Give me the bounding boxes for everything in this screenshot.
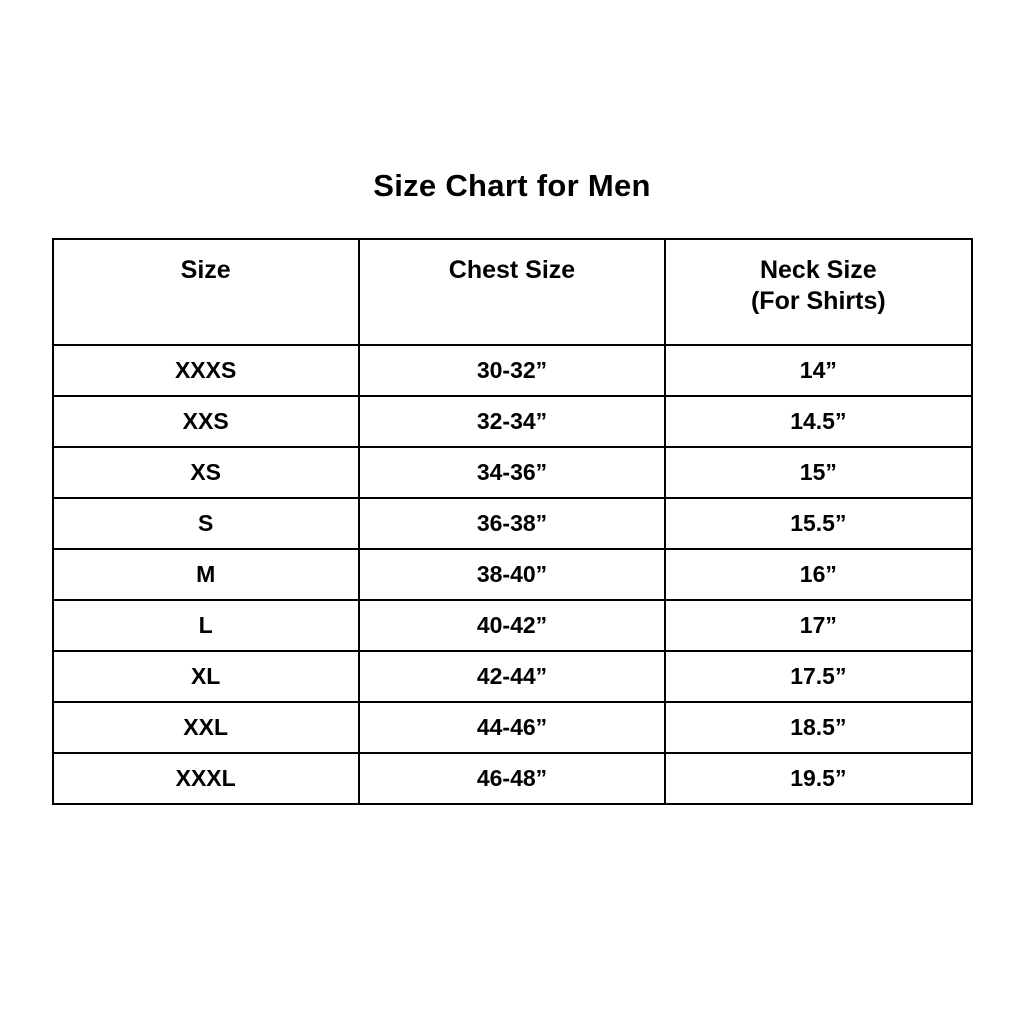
cell-neck: 14.5” [664,395,973,448]
cell-chest: 30-32” [357,344,667,397]
cell-chest: 40-42” [357,599,667,652]
header-size-label: Size [180,256,231,284]
cell-size: M [51,548,360,601]
cell-size: S [51,497,360,550]
header-chest-size-label: Chest Size [448,256,576,284]
cell-neck: 14” [664,344,973,397]
cell-size: XXS [51,395,360,448]
table-row: L 40-42” 17” [51,599,973,652]
cell-neck: 17.5” [664,650,973,703]
table-row: XXL 44-46” 18.5” [51,701,973,754]
cell-chest: 46-48” [357,752,667,805]
cell-neck: 16” [664,548,973,601]
cell-neck: 18.5” [664,701,973,754]
size-chart-table: Size Chest Size Neck Size (For Shirts) X… [51,238,973,805]
cell-chest: 42-44” [357,650,667,703]
cell-size: XXXS [51,344,360,397]
cell-neck: 17” [664,599,973,652]
cell-chest: 44-46” [357,701,667,754]
cell-chest: 36-38” [357,497,667,550]
cell-chest: 34-36” [357,446,667,499]
cell-size: XL [51,650,360,703]
cell-size: XXL [51,701,360,754]
cell-size: XS [51,446,360,499]
cell-neck: 15.5” [664,497,973,550]
table-row: S 36-38” 15.5” [51,497,973,550]
table-row: XL 42-44” 17.5” [51,650,973,703]
table-body: XXXS 30-32” 14” XXS 32-34” 14.5” XS 34-3… [51,344,973,805]
page-title: Size Chart for Men [373,168,651,203]
cell-chest: 38-40” [357,548,667,601]
table-row: XS 34-36” 15” [51,446,973,499]
header-neck-size-sublabel: (For Shirts) [750,287,886,315]
table-header-row: Size Chest Size Neck Size (For Shirts) [51,238,973,346]
table-row: XXXS 30-32” 14” [51,344,973,397]
cell-size: XXXL [51,752,360,805]
header-chest-size: Chest Size [357,238,667,346]
cell-neck: 15” [664,446,973,499]
table-row: M 38-40” 16” [51,548,973,601]
cell-size: L [51,599,360,652]
table-row: XXXL 46-48” 19.5” [51,752,973,805]
table-row: XXS 32-34” 14.5” [51,395,973,448]
header-size: Size [51,238,360,346]
cell-neck: 19.5” [664,752,973,805]
header-neck-size-label: Neck Size [759,256,877,284]
cell-chest: 32-34” [357,395,667,448]
header-neck-size: Neck Size (For Shirts) [664,238,973,346]
table-header: Size Chest Size Neck Size (For Shirts) [51,238,973,346]
